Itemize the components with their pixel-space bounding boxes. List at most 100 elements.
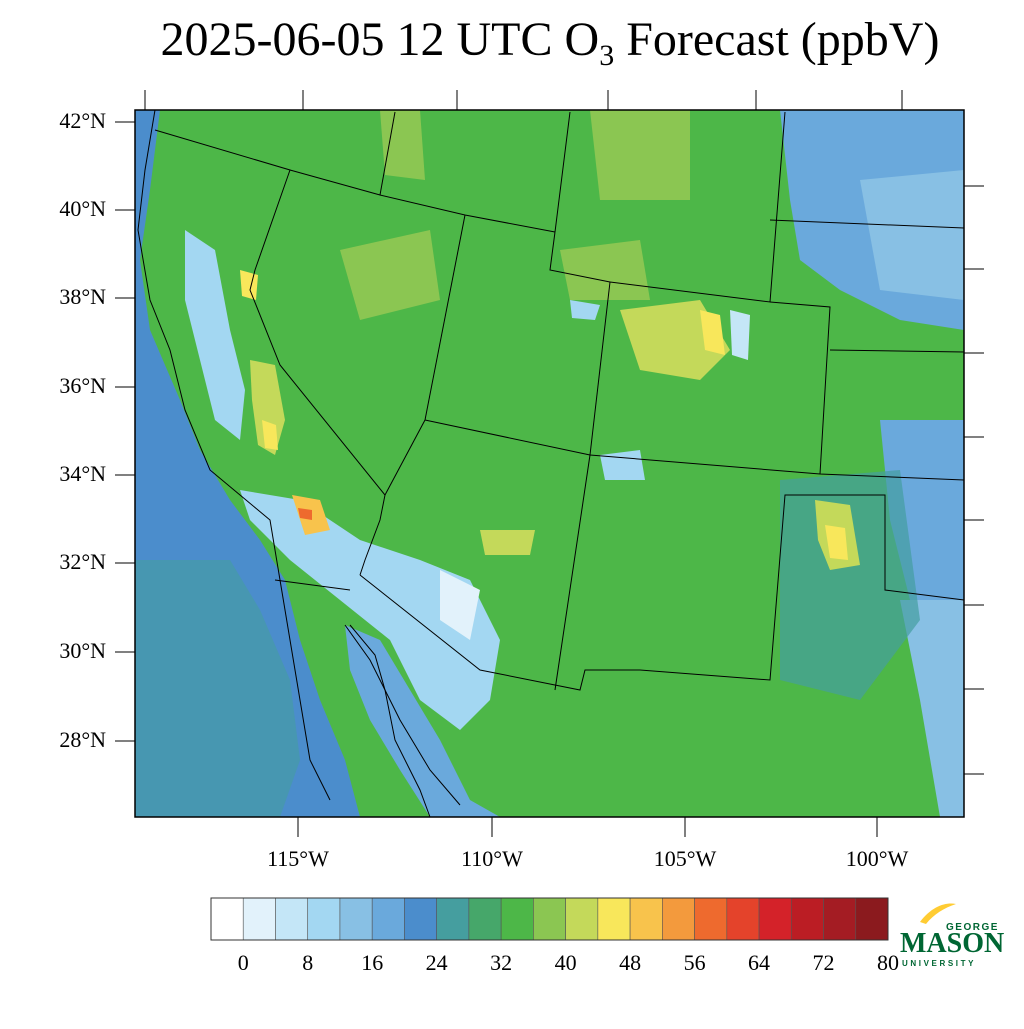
logo-swoosh [920, 903, 956, 924]
baja-border [274, 579, 351, 591]
lon-label-115: 115°W [267, 846, 329, 871]
lat-label-38: 38°N [59, 284, 106, 309]
lat-ticks [115, 121, 135, 742]
map-frame [134, 109, 965, 818]
wyoming-west-border [554, 111, 571, 233]
colorado-low-patch [730, 310, 750, 360]
colorbar-swatch [790, 897, 824, 941]
plains-lower-north [860, 170, 964, 300]
lat-label-30: 30°N [59, 638, 106, 663]
arizona-nevada-border [384, 419, 426, 496]
colorbar-swatch [597, 897, 631, 941]
colorbar-swatch [758, 897, 792, 941]
colorbar-swatch [500, 897, 534, 941]
colorado-east-border [769, 301, 831, 475]
coastline [137, 109, 461, 818]
lat-label-42: 42°N [59, 108, 106, 133]
colorbar-swatch [662, 897, 695, 941]
northern-border [289, 169, 556, 233]
arizona-nm-border [554, 454, 591, 691]
colorbar-label: 24 [425, 950, 448, 975]
wyoming-elevated [590, 110, 690, 200]
sonoran-very-low [440, 570, 480, 640]
logo-line1: GEORGE [946, 922, 999, 933]
gmu-logo-graphic: GEORGE MASON UNIVERSITY [900, 903, 1004, 968]
colorado-high [700, 310, 725, 355]
right-ticks [964, 185, 984, 775]
bottom-ticks [297, 817, 878, 837]
lon-label-100: 100°W [845, 846, 909, 871]
top-ticks [144, 90, 903, 110]
texas-panhandle-high [825, 525, 848, 560]
california-border [154, 129, 386, 576]
colorbar-swatch [307, 897, 341, 941]
nevada-utah-border [424, 214, 466, 421]
colorbar [210, 897, 889, 941]
colorbar-swatch [855, 897, 889, 941]
four-corners-line [424, 419, 965, 481]
colorbar-label: 64 [748, 950, 771, 975]
pacific-coastline [137, 109, 331, 801]
colorbar-swatch [371, 897, 405, 941]
colorbar-swatch [210, 897, 244, 941]
us-mexico-border [359, 494, 965, 691]
colorbar-swatch [275, 897, 309, 941]
lon-label-110: 110°W [461, 846, 523, 871]
colorbar-swatch [823, 897, 857, 941]
colorbar-label: 0 [237, 950, 249, 975]
gulf-low [900, 600, 964, 817]
ozone-field [135, 110, 964, 817]
colorbar-label: 56 [683, 950, 706, 975]
nm-low-patch [600, 450, 645, 480]
ocean-teal-band [135, 560, 300, 817]
colorbar-label: 80 [877, 950, 899, 975]
kansas-oklahoma-border [829, 349, 965, 353]
colorbar-swatch [468, 897, 502, 941]
idaho-elevated [380, 110, 425, 180]
idaho-border [379, 111, 396, 196]
lat-label-36: 36°N [59, 373, 106, 398]
sierra-high [262, 420, 278, 450]
colorbar-swatch [242, 897, 276, 941]
colorbar-swatch [533, 897, 566, 941]
gmu-logo: GEORGE MASON UNIVERSITY [898, 896, 1008, 976]
colorbar-label: 16 [361, 950, 384, 975]
colorbar-swatch [694, 897, 728, 941]
sonora-coast [349, 624, 431, 818]
colorbar-frame [210, 897, 889, 941]
utah-colorado-border [589, 281, 611, 456]
chart-title: 2025-06-05 12 UTC O3 Forecast (ppbV) [0, 12, 1024, 73]
title-suffix: Forecast (ppbV) [614, 13, 940, 66]
lat-label-32: 32°N [59, 549, 106, 574]
sonoran-low [240, 490, 500, 730]
title-prefix: 2025-06-05 12 UTC O [160, 13, 600, 66]
arizona-elevated [480, 530, 535, 555]
gulf-of-california [345, 625, 500, 817]
lat-label-28: 28°N [59, 727, 106, 752]
colorbar-swatch [339, 897, 373, 941]
central-valley-low [185, 230, 245, 440]
colorbar-swatch [629, 897, 663, 941]
baja-east-coast [344, 624, 461, 806]
la-basin-peak [298, 508, 312, 520]
colorbar-swatch [726, 897, 760, 941]
nevada-elevated [340, 230, 440, 320]
utah-wyoming-border [549, 231, 611, 283]
lat-label-40: 40°N [59, 196, 106, 221]
colorbar-label: 48 [619, 950, 642, 975]
nebraska-border [769, 219, 965, 229]
title-subscript: 3 [599, 39, 615, 72]
logo-line2: MASON [900, 928, 1004, 959]
tahoe-high [240, 270, 258, 300]
lon-label-105: 105°W [653, 846, 717, 871]
colorbar-swatch [404, 897, 437, 941]
lat-label-34: 34°N [59, 461, 106, 486]
colorbar-swatch [436, 897, 470, 941]
colorbar-label: 32 [490, 950, 513, 975]
utah-low-patch [570, 300, 600, 320]
utah-elevated [560, 240, 650, 300]
colorbar-label: 8 [302, 950, 314, 975]
logo-line3: UNIVERSITY [902, 959, 976, 968]
